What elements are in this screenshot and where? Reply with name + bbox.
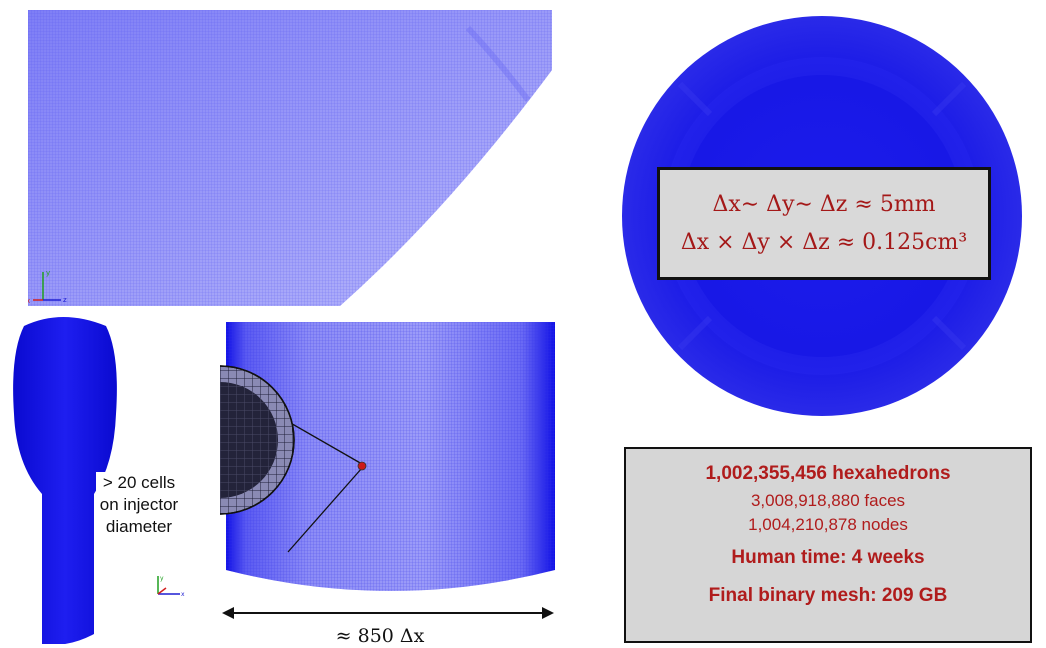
- mesh-stats-box: 1,002,355,456 hexahedrons 3,008,918,880 …: [624, 447, 1032, 643]
- span-label: ≈ 850 Δx: [335, 625, 425, 647]
- svg-text:y: y: [160, 575, 164, 582]
- svg-text:z: z: [63, 296, 67, 304]
- cell-size-line2: Δx × Δy × Δz ≈ 0.125cm³: [681, 224, 967, 262]
- cell-size-line1: Δx∼ Δy∼ Δz ≈ 5mm: [712, 186, 935, 224]
- injector-note-line3: diameter: [105, 517, 173, 536]
- injector-note-line2: on injector: [99, 495, 179, 514]
- stat-nodes: 1,004,210,878 nodes: [748, 515, 908, 534]
- top-mesh-view: y x z: [28, 10, 552, 306]
- svg-text:y: y: [46, 269, 50, 277]
- axes-triad-bottom: y x: [157, 575, 185, 598]
- stat-final-mesh: Final binary mesh: 209 GB: [708, 585, 948, 606]
- span-arrow: [222, 607, 554, 619]
- injector-note-line1: > 20 cells: [102, 473, 176, 492]
- svg-text:x: x: [28, 297, 30, 305]
- stat-faces: 3,008,918,880 faces: [750, 491, 906, 510]
- cylinder-mesh-view: [220, 322, 555, 591]
- stat-hexahedrons: 1,002,355,456 hexahedrons: [705, 463, 951, 484]
- svg-text:x: x: [181, 591, 185, 598]
- stat-human-time: Human time: 4 weeks: [731, 547, 925, 568]
- axes-triad-top: y x z: [28, 269, 67, 305]
- cell-size-text1: Δx∼ Δy∼ Δz ≈ 5mm: [712, 191, 936, 217]
- cell-size-box: Δx∼ Δy∼ Δz ≈ 5mm Δx × Δy × Δz ≈ 0.125cm³: [657, 167, 991, 280]
- injector-cells-note: > 20 cells on injector diameter: [96, 472, 182, 538]
- injector-nozzle-view: [13, 317, 117, 644]
- cell-size-text2: Δx × Δy × Δz ≈ 0.125cm³: [680, 229, 968, 255]
